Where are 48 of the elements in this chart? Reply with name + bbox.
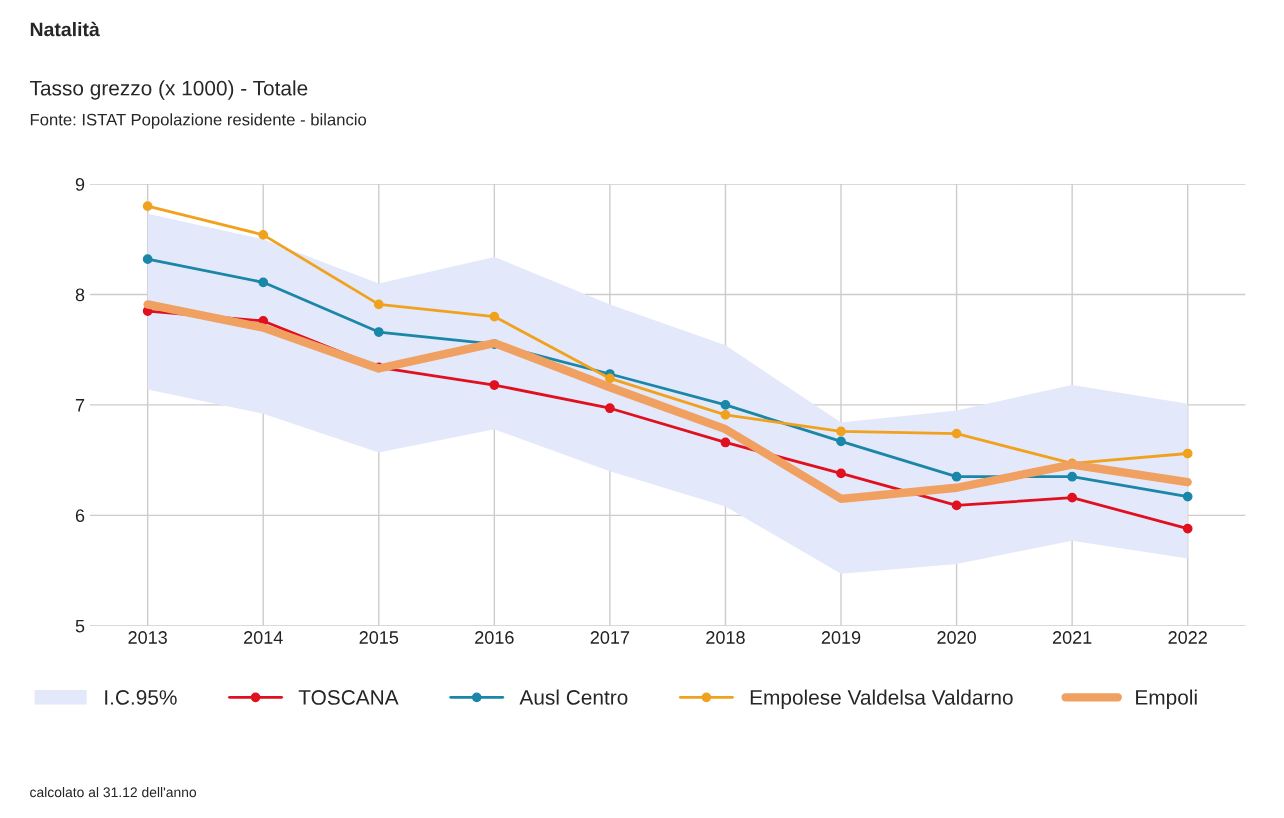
x-tick-label: 2014 <box>244 631 283 644</box>
point <box>836 436 846 447</box>
x-tick-label: 2019 <box>821 631 861 644</box>
x-tick-label: 2022 <box>1168 631 1207 644</box>
point <box>951 428 962 439</box>
legend-label: Empolese Valdelsa Valdarno <box>750 689 1013 709</box>
point <box>142 254 153 265</box>
x-tick-label: 2020 <box>937 631 976 644</box>
point <box>720 409 731 420</box>
point <box>720 437 731 448</box>
point <box>720 400 731 410</box>
x-tick-label: 2016 <box>475 631 514 644</box>
y-tick-label: 9 <box>75 177 85 191</box>
point <box>1067 492 1078 503</box>
legend-label: TOSCANA <box>298 690 399 705</box>
point <box>1067 471 1078 482</box>
legend-label: I.C.95% <box>105 690 177 705</box>
point <box>373 327 384 337</box>
point <box>1182 491 1193 502</box>
point <box>373 299 384 310</box>
point <box>836 468 846 479</box>
x-tick-label: 2017 <box>590 631 630 644</box>
legend-label: Ausl Centro <box>519 689 628 705</box>
chart-subtitle: Tasso grezzo (x 1000) - Totale <box>30 80 308 100</box>
x-tick-label: 2021 <box>1052 631 1092 644</box>
source-note: Fonte: ISTAT Popolazione residente - bilancio <box>30 113 367 129</box>
point <box>605 373 615 384</box>
y-tick-label: 6 <box>75 509 85 523</box>
y-tick-label: 8 <box>75 288 85 302</box>
point <box>951 500 962 511</box>
point <box>1182 448 1193 459</box>
y-tick-label: 7 <box>75 399 85 412</box>
text: calcolato al 31.12 dell'anno <box>30 786 197 798</box>
point <box>258 229 269 240</box>
point <box>142 201 153 211</box>
x-tick-label: 2018 <box>706 631 745 644</box>
point <box>489 380 500 390</box>
y-tick-label: 5 <box>75 619 85 633</box>
point <box>605 403 615 414</box>
point <box>489 311 500 322</box>
point <box>836 426 846 437</box>
legend-label: Empoli <box>1136 689 1197 709</box>
point <box>1182 523 1193 534</box>
x-tick-label: 2013 <box>128 631 167 644</box>
point <box>258 277 269 288</box>
point <box>951 471 962 482</box>
chart-title: Natalità <box>30 21 100 37</box>
x-tick-label: 2015 <box>359 631 399 644</box>
